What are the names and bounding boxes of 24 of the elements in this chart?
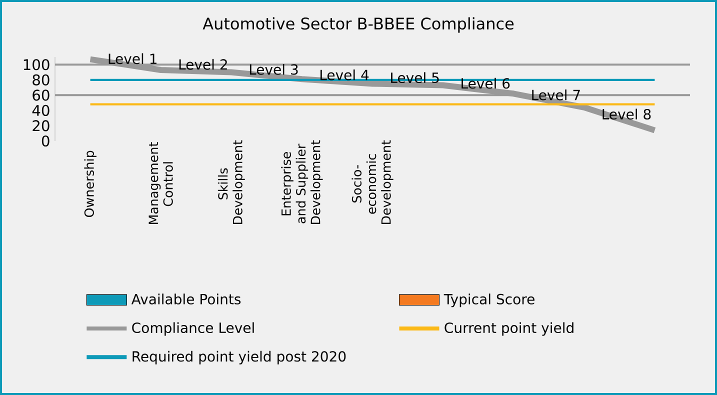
annotation: Level 3 <box>250 64 298 75</box>
annotation: Level 1 <box>108 53 156 64</box>
legend-label: Current point yield <box>444 322 574 336</box>
annotation: Level 6 <box>462 78 510 89</box>
x-tick-label: Enterprise and Supplier Development <box>281 140 323 224</box>
x-tick-label: Skills Development <box>218 140 245 224</box>
y-tick-label: 0 <box>42 135 50 147</box>
legend-label: Compliance Level <box>132 322 254 336</box>
annotation: Level 2 <box>179 58 227 70</box>
annotation: Level 8 <box>602 108 651 120</box>
y-tick-label: 100 <box>24 59 50 70</box>
y-tick-label: 20 <box>32 120 50 132</box>
annotation: Level 7 <box>532 89 580 100</box>
y-tick-label: 80 <box>32 74 50 86</box>
y-tick-label: 60 <box>32 90 50 101</box>
annotation: Level 4 <box>320 69 369 80</box>
chart-title: Automotive Sector B-BBEE Compliance <box>202 17 514 33</box>
legend-label: Required point yield post 2020 <box>132 350 346 364</box>
legend-label: Available Points <box>131 294 241 304</box>
legend-label: Typical Score <box>444 294 534 308</box>
y-tick-label: 40 <box>32 104 50 116</box>
x-tick-label: Ownership <box>84 150 96 217</box>
x-tick-label: Socio-economic Development <box>352 140 394 224</box>
x-tick-label: Management Control <box>148 142 173 224</box>
